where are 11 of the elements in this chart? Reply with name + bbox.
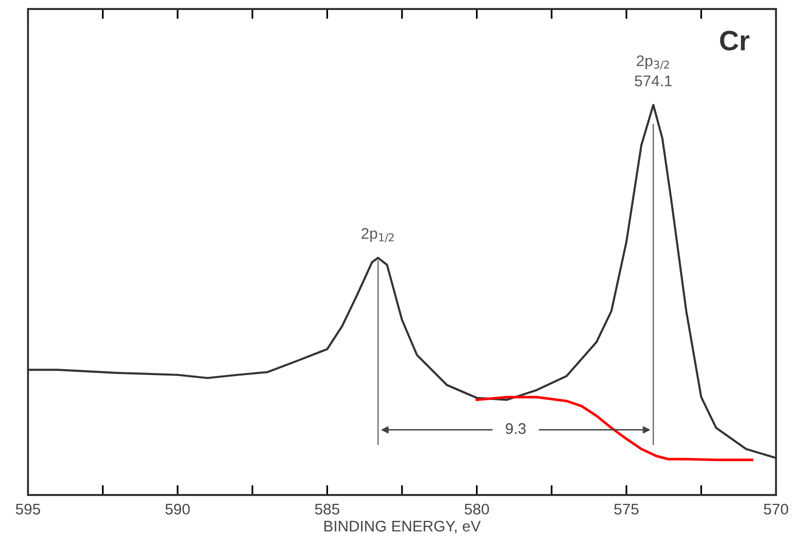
x-tick-label: 595	[16, 504, 40, 515]
text: Cr	[720, 30, 750, 50]
annotation: 9.3	[506, 423, 526, 434]
x-tick-label: 585	[315, 504, 340, 515]
x-axis-title: BINDING ENERGY, eV	[324, 520, 481, 534]
x-tick-label: 575	[614, 504, 639, 515]
x-tick-label: 590	[165, 504, 190, 515]
annotation: 2p$_{1/2}$	[362, 228, 394, 242]
x-tick-label: 580	[464, 504, 489, 515]
annotation: 2p$_{3/2}$ 574.1	[634, 55, 672, 86]
x-tick-label: 570	[764, 504, 788, 515]
